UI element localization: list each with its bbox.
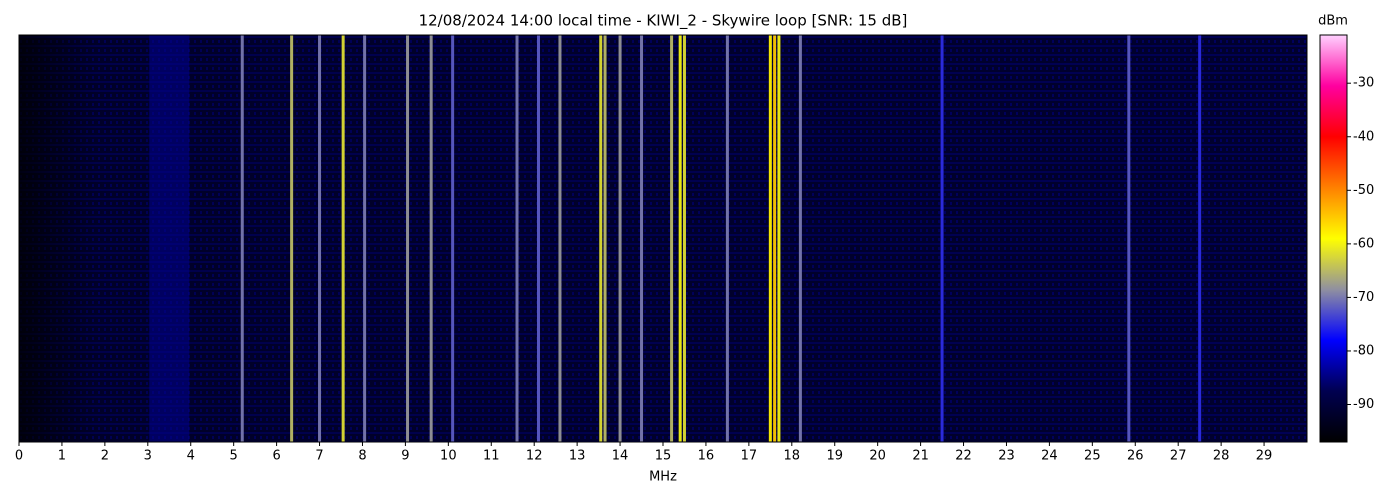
signal — [406, 35, 410, 442]
x-tick-label: 25 — [1084, 449, 1101, 464]
x-tick-label: 4 — [187, 449, 195, 464]
signal — [940, 35, 944, 442]
x-tick-label: 16 — [698, 449, 715, 464]
signal — [599, 35, 603, 442]
x-tick-label: 1 — [58, 449, 66, 464]
signal — [515, 35, 519, 442]
x-tick-label: 7 — [315, 449, 323, 464]
signal — [670, 35, 674, 442]
colorbar-tick-label: -40 — [1353, 129, 1374, 144]
x-tick-label: 2 — [101, 449, 109, 464]
signal — [363, 35, 367, 442]
waterfall-shade — [19, 35, 1307, 442]
colorbar-tick-label: -60 — [1353, 236, 1374, 251]
x-tick-label: 23 — [998, 449, 1015, 464]
x-tick-label: 29 — [1256, 449, 1273, 464]
x-tick-label: 13 — [569, 449, 586, 464]
x-tick-label: 17 — [741, 449, 758, 464]
chart-title: 12/08/2024 14:00 local time - KIWI_2 - S… — [419, 12, 908, 31]
colorbar-tick-label: -50 — [1353, 183, 1374, 198]
signal — [777, 35, 781, 442]
signal — [603, 35, 607, 442]
x-tick-label: 14 — [612, 449, 629, 464]
x-tick-label: 19 — [826, 449, 843, 464]
x-tick-label: 24 — [1041, 449, 1058, 464]
x-tick-label: 21 — [912, 449, 929, 464]
signal — [451, 35, 455, 442]
x-tick-label: 0 — [15, 449, 23, 464]
x-tick-label: 5 — [230, 449, 238, 464]
signal — [536, 35, 540, 442]
x-tick-label: 9 — [401, 449, 409, 464]
signal — [618, 35, 622, 442]
x-tick-label: 3 — [144, 449, 152, 464]
signal — [768, 35, 772, 442]
signal — [318, 35, 322, 442]
signal — [682, 35, 686, 442]
x-tick-label: 26 — [1127, 449, 1144, 464]
signal — [678, 35, 682, 442]
colorbar-tick-label: -90 — [1353, 397, 1374, 412]
signal — [558, 35, 562, 442]
x-axis-label: MHz — [649, 470, 677, 485]
x-tick-label: 15 — [655, 449, 672, 464]
signal — [1127, 35, 1131, 442]
colorbar-tick-label: -30 — [1353, 76, 1374, 91]
colorbar-label: dBm — [1318, 14, 1348, 29]
signal — [341, 35, 345, 442]
signal — [149, 35, 190, 442]
signal — [429, 35, 433, 442]
colorbar-tick-label: -80 — [1353, 343, 1374, 358]
signal — [290, 35, 294, 442]
colorbar-tick-label: -70 — [1353, 290, 1374, 305]
signal — [240, 35, 244, 442]
signal — [1198, 35, 1202, 442]
x-tick-label: 12 — [526, 449, 543, 464]
x-tick-label: 27 — [1170, 449, 1187, 464]
signal — [773, 35, 777, 442]
x-tick-label: 8 — [358, 449, 366, 464]
x-tick-label: 28 — [1213, 449, 1230, 464]
x-tick-label: 22 — [955, 449, 972, 464]
x-tick-label: 18 — [784, 449, 801, 464]
x-tick-label: 20 — [869, 449, 886, 464]
signal — [725, 35, 729, 442]
x-tick-label: 10 — [440, 449, 457, 464]
colorbar — [1319, 34, 1348, 443]
signal — [640, 35, 644, 442]
x-tick-label: 6 — [272, 449, 280, 464]
x-tick-label: 11 — [483, 449, 500, 464]
signal — [798, 35, 802, 442]
